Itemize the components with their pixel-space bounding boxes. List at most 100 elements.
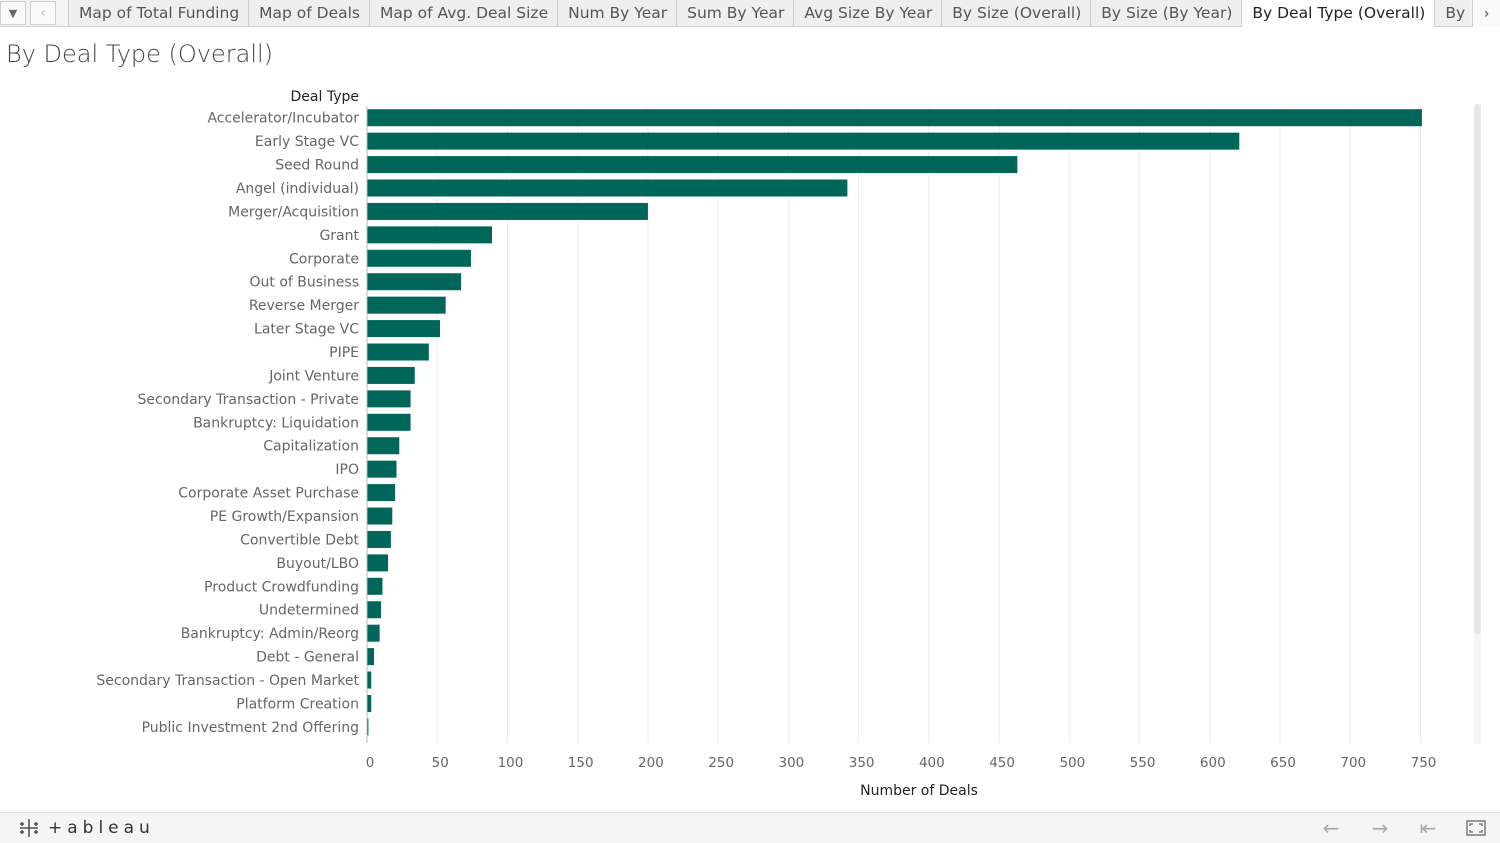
- tab-by-size-overall[interactable]: By Size (Overall): [942, 0, 1092, 26]
- bottom-toolbar: +ableau ← → ⇤: [0, 812, 1500, 843]
- arrow-right-icon: →: [1371, 816, 1389, 840]
- x-axis-title: Number of Deals: [860, 783, 978, 799]
- bar: [367, 718, 369, 736]
- tab-map-of-total-funding[interactable]: Map of Total Funding: [68, 0, 250, 26]
- chevron-left-icon: ‹: [40, 5, 46, 21]
- fullscreen-icon: [1466, 820, 1486, 836]
- row-header-label: Deal Type: [291, 89, 359, 105]
- bar: [367, 484, 396, 502]
- bar: [367, 460, 397, 478]
- category-label: Undetermined: [259, 603, 359, 619]
- arrow-left-icon: ←: [1322, 816, 1340, 840]
- category-label: Buyout/LBO: [276, 556, 359, 572]
- tab-map-of-avg-deal-size[interactable]: Map of Avg. Deal Size: [370, 0, 559, 26]
- bar: [367, 156, 1018, 174]
- tab-by-deal-type-overall[interactable]: By Deal Type (Overall): [1242, 0, 1436, 27]
- category-label: Bankruptcy: Liquidation: [193, 415, 359, 431]
- category-label: Debt - General: [256, 650, 359, 666]
- bar: [367, 343, 429, 361]
- sheet-menu-dropdown[interactable]: ▼: [0, 1, 26, 25]
- bar: [367, 226, 493, 244]
- bar: [367, 507, 393, 525]
- fullscreen-button[interactable]: [1463, 816, 1489, 840]
- category-label: Corporate: [289, 251, 359, 267]
- bar: [367, 320, 441, 338]
- category-label: Out of Business: [249, 275, 359, 291]
- x-tick-label: 300: [779, 755, 805, 771]
- bar: [367, 249, 471, 267]
- deal-type-bar-chart: Deal Type Accelerator/Incubator Early Stag…: [96, 89, 1437, 799]
- category-label: Angel (individual): [236, 181, 359, 197]
- tabs-next-button[interactable]: ›: [1472, 0, 1500, 27]
- x-tick-label: 350: [849, 755, 875, 771]
- x-tick-label: 600: [1200, 755, 1226, 771]
- category-label: Joint Venture: [268, 368, 359, 384]
- category-label: Corporate Asset Purchase: [178, 486, 359, 502]
- bar: [367, 671, 372, 689]
- x-tick-label: 50: [432, 755, 449, 771]
- revert-button[interactable]: ⇤: [1415, 816, 1441, 840]
- x-tick-label: 200: [638, 755, 664, 771]
- category-label: Capitalization: [263, 439, 359, 455]
- bar: [367, 413, 411, 431]
- tableau-logo[interactable]: +ableau: [18, 818, 155, 838]
- x-tick-label: 150: [568, 755, 594, 771]
- x-tick-label: 400: [919, 755, 945, 771]
- category-label: Grant: [319, 228, 359, 244]
- category-label: Product Crowdfunding: [204, 579, 359, 595]
- tabs-prev-button[interactable]: ‹: [30, 1, 56, 25]
- category-label: Platform Creation: [236, 696, 359, 712]
- category-label: Secondary Transaction - Open Market: [96, 673, 359, 689]
- tableau-cross-icon: [20, 819, 38, 837]
- bar: [367, 694, 372, 712]
- sheet-tab-bar: ▼ ‹ Map of Total Funding Map of Deals Map …: [0, 0, 1500, 27]
- tab-map-of-deals[interactable]: Map of Deals: [249, 0, 371, 26]
- category-label: PIPE: [329, 345, 359, 361]
- x-tick-label: 450: [989, 755, 1015, 771]
- category-label: Merger/Acquisition: [228, 204, 359, 220]
- category-label: Accelerator/Incubator: [207, 111, 359, 127]
- tableau-wordmark: +ableau: [48, 818, 155, 838]
- tab-num-by-year[interactable]: Num By Year: [558, 0, 678, 26]
- sheet-title: By Deal Type (Overall): [6, 40, 274, 68]
- tab-by-size-by-year[interactable]: By Size (By Year): [1091, 0, 1243, 26]
- category-label: Secondary Transaction - Private: [138, 392, 359, 408]
- bar: [367, 296, 446, 314]
- tab-by-deal-type-by-year[interactable]: By Deal Type (By Year): [1435, 0, 1470, 26]
- bar: [367, 202, 648, 220]
- category-label: Later Stage VC: [254, 322, 359, 338]
- undo-button[interactable]: ←: [1318, 816, 1344, 840]
- redo-button[interactable]: →: [1367, 816, 1393, 840]
- category-label: Early Stage VC: [255, 134, 359, 150]
- bar: [367, 109, 1422, 127]
- bar: [367, 530, 391, 548]
- scrollbar-thumb[interactable]: [1474, 104, 1481, 634]
- bar: [367, 648, 375, 666]
- category-label: IPO: [335, 462, 359, 478]
- x-tick-label: 650: [1270, 755, 1296, 771]
- tab-avg-size-by-year[interactable]: Avg Size By Year: [794, 0, 943, 26]
- x-tick-label: 700: [1340, 755, 1366, 771]
- category-label: Seed Round: [275, 158, 359, 174]
- x-tick-label: 250: [708, 755, 734, 771]
- tab-sum-by-year[interactable]: Sum By Year: [677, 0, 795, 26]
- category-label: Convertible Debt: [240, 532, 359, 548]
- revert-icon: ⇤: [1419, 816, 1437, 840]
- x-tick-label: 550: [1130, 755, 1156, 771]
- bar: [367, 624, 380, 642]
- category-label: Reverse Merger: [249, 298, 359, 314]
- bar: [367, 132, 1240, 150]
- bar: [367, 554, 389, 572]
- x-tick-label: 0: [366, 755, 375, 771]
- chevron-right-icon: ›: [1483, 5, 1490, 22]
- bar: [367, 366, 415, 384]
- bar: [367, 437, 400, 455]
- category-label: PE Growth/Expansion: [210, 509, 359, 525]
- bar: [367, 577, 383, 595]
- bar: [367, 179, 848, 197]
- category-label: Bankruptcy: Admin/Reorg: [181, 626, 359, 642]
- category-label: Public Investment 2nd Offering: [142, 720, 359, 736]
- x-tick-label: 750: [1411, 755, 1437, 771]
- chevron-down-icon: ▼: [8, 6, 18, 20]
- bar: [367, 390, 411, 408]
